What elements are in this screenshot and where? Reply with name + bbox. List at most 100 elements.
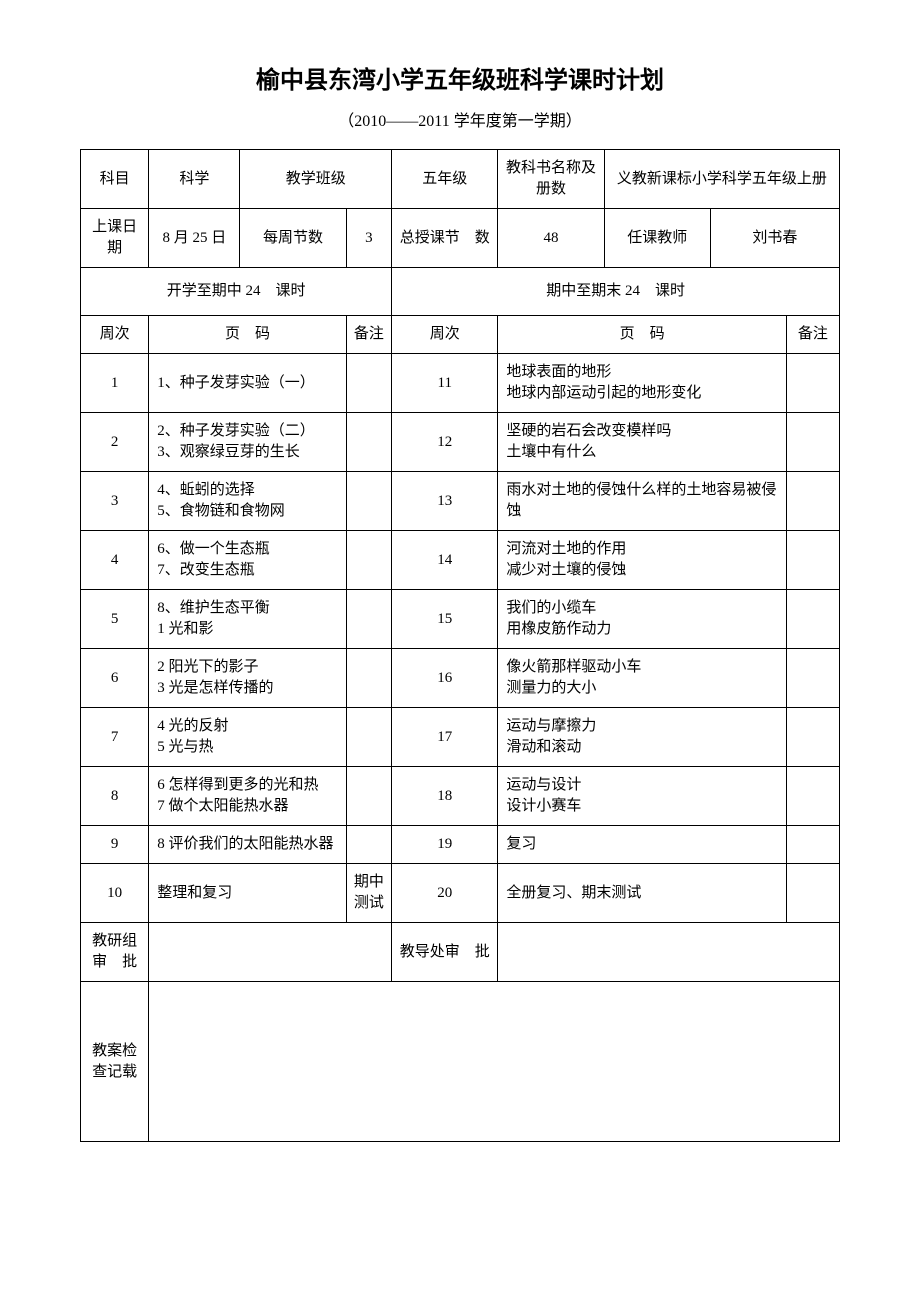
- book-label: 教科书名称及册数: [498, 150, 604, 209]
- content-right: 像火箭那样驱动小车测量力的大小: [498, 649, 786, 708]
- record-value: [149, 982, 840, 1142]
- table-row: 6 2 阳光下的影子3 光是怎样传播的 16 像火箭那样驱动小车测量力的大小: [81, 649, 840, 708]
- note-right: [786, 826, 839, 864]
- table-row: 7 4 光的反射5 光与热 17 运动与摩擦力滑动和滚动: [81, 708, 840, 767]
- note-right: [786, 708, 839, 767]
- week-left: 3: [81, 472, 149, 531]
- week-left: 2: [81, 413, 149, 472]
- week-right: 15: [392, 590, 498, 649]
- table-row: 2 2、种子发芽实验（二）3、观察绿豆芽的生长 12 坚硬的岩石会改变模样吗土壤…: [81, 413, 840, 472]
- content-right: 河流对土地的作用减少对土壤的侵蚀: [498, 531, 786, 590]
- content-right: 坚硬的岩石会改变模样吗土壤中有什么: [498, 413, 786, 472]
- week-left: 1: [81, 354, 149, 413]
- week-right: 18: [392, 767, 498, 826]
- content-left: 6、做一个生态瓶7、改变生态瓶: [149, 531, 346, 590]
- table-row: 3 4、蚯蚓的选择5、食物链和食物网 13 雨水对土地的侵蚀什么样的土地容易被侵…: [81, 472, 840, 531]
- teacher-value: 刘书春: [710, 209, 839, 268]
- week-left: 5: [81, 590, 149, 649]
- page-header-right: 页 码: [498, 316, 786, 354]
- record-label: 教案检查记载: [81, 982, 149, 1142]
- week-right: 17: [392, 708, 498, 767]
- content-right: 全册复习、期末测试: [498, 864, 786, 923]
- week-right: 11: [392, 354, 498, 413]
- schedule-table: 科目 科学 教学班级 五年级 教科书名称及册数 义教新课标小学科学五年级上册 上…: [80, 149, 840, 1142]
- week-left: 8: [81, 767, 149, 826]
- second-half-label: 期中至期末 24 课时: [392, 268, 840, 316]
- week-left: 4: [81, 531, 149, 590]
- class-label: 教学班级: [240, 150, 392, 209]
- week-left: 7: [81, 708, 149, 767]
- table-row: 1 1、种子发芽实验（一） 11 地球表面的地形地球内部运动引起的地形变化: [81, 354, 840, 413]
- perweek-label: 每周节数: [240, 209, 346, 268]
- teacher-label: 任课教师: [604, 209, 710, 268]
- week-left: 10: [81, 864, 149, 923]
- subject-label: 科目: [81, 150, 149, 209]
- week-header-right: 周次: [392, 316, 498, 354]
- content-right: 运动与设计设计小赛车: [498, 767, 786, 826]
- week-right: 19: [392, 826, 498, 864]
- total-value: 48: [498, 209, 604, 268]
- table-row: 10 整理和复习 期中测试 20 全册复习、期末测试: [81, 864, 840, 923]
- note-right: [786, 767, 839, 826]
- table-row: 9 8 评价我们的太阳能热水器 19 复习: [81, 826, 840, 864]
- startdate-value: 8 月 25 日: [149, 209, 240, 268]
- note-header-right: 备注: [786, 316, 839, 354]
- table-row: 8 6 怎样得到更多的光和热7 做个太阳能热水器 18 运动与设计设计小赛车: [81, 767, 840, 826]
- content-right: 复习: [498, 826, 786, 864]
- content-left: 1、种子发芽实验（一）: [149, 354, 346, 413]
- note-left: [346, 649, 392, 708]
- note-left: [346, 354, 392, 413]
- content-left: 2、种子发芽实验（二）3、观察绿豆芽的生长: [149, 413, 346, 472]
- note-left: [346, 767, 392, 826]
- week-left: 9: [81, 826, 149, 864]
- content-right: 运动与摩擦力滑动和滚动: [498, 708, 786, 767]
- note-right: [786, 413, 839, 472]
- office-review-label: 教导处审 批: [392, 923, 498, 982]
- group-review-label: 教研组审 批: [81, 923, 149, 982]
- content-left: 2 阳光下的影子3 光是怎样传播的: [149, 649, 346, 708]
- week-header-left: 周次: [81, 316, 149, 354]
- note-right: [786, 354, 839, 413]
- content-left: 整理和复习: [149, 864, 346, 923]
- content-left: 8、维护生态平衡1 光和影: [149, 590, 346, 649]
- note-left: 期中测试: [346, 864, 392, 923]
- note-left: [346, 531, 392, 590]
- subject-value: 科学: [149, 150, 240, 209]
- note-right: [786, 649, 839, 708]
- page-title: 榆中县东湾小学五年级班科学课时计划: [80, 60, 840, 95]
- startdate-label: 上课日期: [81, 209, 149, 268]
- note-left: [346, 826, 392, 864]
- first-half-label: 开学至期中 24 课时: [81, 268, 392, 316]
- page-header-left: 页 码: [149, 316, 346, 354]
- book-value: 义教新课标小学科学五年级上册: [604, 150, 839, 209]
- perweek-value: 3: [346, 209, 392, 268]
- table-row: 5 8、维护生态平衡1 光和影 15 我们的小缆车用橡皮筋作动力: [81, 590, 840, 649]
- week-right: 13: [392, 472, 498, 531]
- content-left: 4 光的反射5 光与热: [149, 708, 346, 767]
- content-left: 8 评价我们的太阳能热水器: [149, 826, 346, 864]
- content-right: 雨水对土地的侵蚀什么样的土地容易被侵蚀: [498, 472, 786, 531]
- office-review-value: [498, 923, 840, 982]
- note-left: [346, 472, 392, 531]
- content-right: 我们的小缆车用橡皮筋作动力: [498, 590, 786, 649]
- note-left: [346, 590, 392, 649]
- total-label: 总授课节 数: [392, 209, 498, 268]
- content-right: 地球表面的地形地球内部运动引起的地形变化: [498, 354, 786, 413]
- content-left: 4、蚯蚓的选择5、食物链和食物网: [149, 472, 346, 531]
- week-left: 6: [81, 649, 149, 708]
- note-right: [786, 472, 839, 531]
- page-subtitle: （2010——2011 学年度第一学期）: [80, 107, 840, 131]
- class-value: 五年级: [392, 150, 498, 209]
- note-left: [346, 708, 392, 767]
- note-right: [786, 864, 839, 923]
- week-right: 12: [392, 413, 498, 472]
- week-right: 14: [392, 531, 498, 590]
- group-review-value: [149, 923, 392, 982]
- content-left: 6 怎样得到更多的光和热7 做个太阳能热水器: [149, 767, 346, 826]
- week-right: 16: [392, 649, 498, 708]
- note-left: [346, 413, 392, 472]
- note-right: [786, 590, 839, 649]
- note-right: [786, 531, 839, 590]
- note-header-left: 备注: [346, 316, 392, 354]
- week-right: 20: [392, 864, 498, 923]
